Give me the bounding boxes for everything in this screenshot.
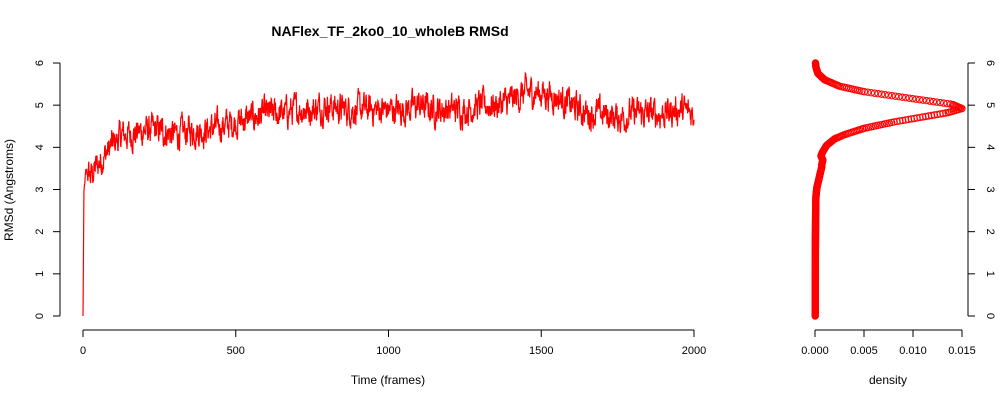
density-point — [913, 114, 921, 122]
density-point — [910, 114, 918, 123]
density-x-tick-label: 0.010 — [899, 345, 927, 357]
density-point — [901, 116, 910, 124]
density-point — [922, 112, 930, 121]
density-point — [946, 100, 955, 108]
x-axis-ticks: 0 500 1000 1500 2000 — [80, 330, 706, 357]
y-tick-label: 1 — [34, 271, 46, 277]
density-point — [890, 118, 898, 126]
x-tick-label: 2000 — [682, 345, 706, 357]
chart-title: NAFlex_TF_2ko0_10_wholeB RMSd — [271, 23, 508, 39]
x-axis-label: Time (frames) — [351, 373, 425, 387]
density-x-axis-label: density — [869, 373, 907, 387]
y-axis-label: RMSd (Angstroms) — [2, 139, 16, 241]
density-y-tick-label: 2 — [984, 229, 996, 235]
density-y-tick-label: 6 — [984, 60, 996, 66]
density-point — [905, 94, 913, 102]
density-point — [888, 91, 896, 100]
density-point — [867, 89, 875, 97]
density-point — [907, 115, 916, 123]
rmsd-series — [82, 71, 695, 317]
density-point — [919, 96, 927, 104]
density-point — [916, 113, 924, 122]
density-point — [895, 92, 903, 101]
x-tick-label: 1500 — [529, 345, 553, 357]
density-point — [904, 115, 913, 124]
density-point — [927, 111, 936, 120]
density-point — [933, 110, 941, 119]
y-tick-label: 4 — [34, 144, 46, 150]
density-point — [902, 93, 910, 102]
x-tick-label: 500 — [227, 345, 245, 357]
density-y-tick-label: 0 — [984, 313, 996, 319]
y-tick-label: 3 — [34, 186, 46, 192]
density-y-axis-ticks: 0 1 2 3 4 5 6 — [968, 60, 996, 319]
density-point — [811, 59, 820, 67]
y-tick-label: 6 — [34, 60, 46, 66]
density-point — [933, 98, 941, 106]
density-point — [893, 117, 901, 126]
density-point — [926, 97, 934, 105]
y-tick-label: 5 — [34, 102, 46, 108]
density-x-tick-label: 0.005 — [850, 345, 878, 357]
density-point — [912, 95, 920, 103]
density-point — [884, 91, 893, 99]
density-y-tick-label: 1 — [984, 271, 996, 277]
y-axis-ticks: 0 1 2 3 4 5 6 — [34, 60, 60, 319]
y-tick-label: 2 — [34, 229, 46, 235]
density-chart: 0 1 2 3 4 5 6 0.000 0.005 0.010 0.015 density — [801, 59, 996, 387]
density-point — [919, 113, 927, 121]
rmsd-time-series-chart: NAFlex_TF_2ko0_10_wholeB RMSd 0 1 2 3 4 5 6 0 5… — [2, 23, 706, 387]
density-y-tick-label: 5 — [984, 102, 996, 108]
density-x-tick-label: 0.000 — [801, 345, 829, 357]
density-x-tick-label: 0.015 — [948, 345, 976, 357]
density-point — [939, 109, 947, 118]
density-point — [877, 90, 886, 98]
density-point — [924, 112, 933, 120]
density-point — [908, 94, 917, 103]
density-point — [936, 98, 944, 107]
density-point — [891, 92, 900, 100]
density-point — [870, 89, 879, 97]
density-y-tick-label: 4 — [984, 144, 996, 150]
y-tick-label: 0 — [34, 313, 46, 319]
density-point — [874, 90, 882, 98]
density-point — [899, 116, 907, 125]
density-point — [940, 99, 948, 107]
density-y-tick-label: 3 — [984, 186, 996, 192]
density-point — [922, 96, 931, 105]
density-point — [943, 99, 951, 108]
density-point — [896, 117, 904, 125]
density-point — [936, 110, 944, 118]
rmsd-line — [82, 71, 695, 317]
x-tick-label: 1000 — [376, 345, 400, 357]
density-point — [898, 93, 906, 101]
density-point — [929, 97, 938, 106]
density-x-axis-ticks: 0.000 0.005 0.010 0.015 — [801, 330, 976, 357]
density-series — [811, 59, 966, 320]
density-point — [930, 111, 939, 119]
x-tick-label: 0 — [80, 345, 86, 357]
density-point — [915, 95, 924, 104]
density-point — [864, 88, 872, 96]
density-point — [881, 90, 889, 99]
